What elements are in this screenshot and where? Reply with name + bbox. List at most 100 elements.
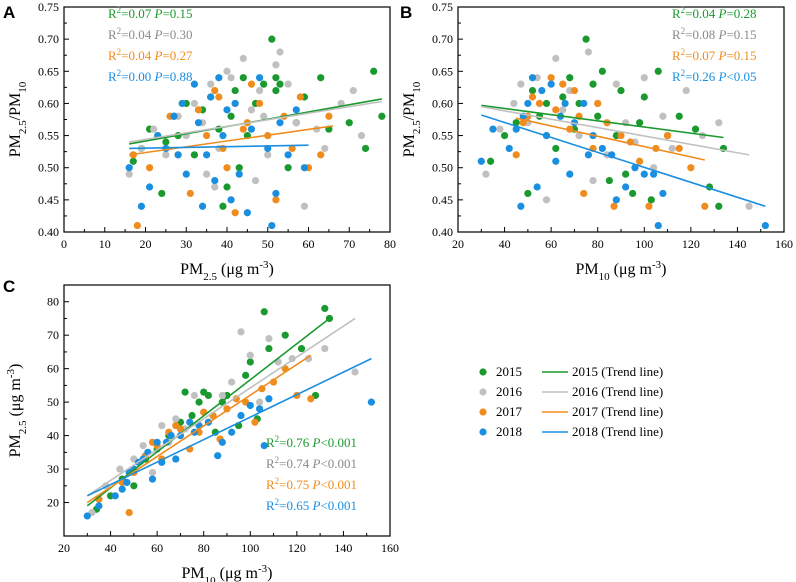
point-2017 xyxy=(232,395,240,403)
point-2015 xyxy=(629,189,637,198)
point-2015 xyxy=(268,35,276,43)
point-2016 xyxy=(552,54,560,63)
point-2017 xyxy=(247,80,256,88)
point-2017 xyxy=(636,157,644,165)
x-tick-label: 120 xyxy=(288,541,306,555)
y-tick-label: 30 xyxy=(47,462,59,476)
point-2015 xyxy=(272,74,280,82)
point-2017 xyxy=(223,405,231,413)
point-2018 xyxy=(223,106,231,114)
x-tick-label: 0 xyxy=(61,237,67,251)
point-2015 xyxy=(715,202,723,210)
point-2015 xyxy=(370,67,378,75)
trend-line-2017 xyxy=(129,125,334,156)
point-2018 xyxy=(137,202,146,210)
point-2018 xyxy=(218,438,226,446)
y-tick-label: 20 xyxy=(47,496,59,510)
point-2017 xyxy=(663,131,672,140)
point-2018 xyxy=(203,151,211,159)
x-axis-label-c: PM10 (μg m-3) xyxy=(182,563,273,582)
point-2016 xyxy=(237,328,245,336)
point-2015 xyxy=(361,144,370,153)
point-2015 xyxy=(223,183,231,191)
y-tick-label: 0.70 xyxy=(38,32,59,46)
panel-letter-a: A xyxy=(3,3,15,22)
panel-letter-c: C xyxy=(3,277,15,296)
panel-c: C 20 40 60 80 100 120 140 160 20 30 40 50 60 70 80 PM10… xyxy=(3,277,399,582)
x-tick-label: 80 xyxy=(592,237,604,251)
point-2015 xyxy=(487,157,495,165)
point-2018 xyxy=(265,395,273,403)
legend-marker-2016 xyxy=(479,388,487,396)
point-2015 xyxy=(559,93,567,101)
y-axis-label-c: PM2.5 (μg m-3) xyxy=(5,364,29,458)
point-2015 xyxy=(512,119,520,127)
point-2016 xyxy=(304,355,313,363)
point-2016 xyxy=(668,144,676,153)
y-tick-label: 0.50 xyxy=(38,161,59,175)
point-2015 xyxy=(129,157,137,165)
point-2017 xyxy=(251,418,259,426)
point-2016 xyxy=(589,176,597,185)
point-2015 xyxy=(235,164,243,172)
point-2018 xyxy=(111,492,119,500)
point-2018 xyxy=(584,151,593,159)
trend-line-2018 xyxy=(129,144,309,150)
point-2015 xyxy=(272,86,280,95)
y-tick-label: 0.45 xyxy=(38,193,59,207)
point-2017 xyxy=(231,209,239,217)
y-tick-label: 0.40 xyxy=(38,225,59,239)
point-2015 xyxy=(265,344,273,353)
legend-line-label-2017: 2017 (Trend line) xyxy=(572,404,663,419)
point-2015 xyxy=(647,196,655,204)
point-2015 xyxy=(242,371,250,379)
point-2018 xyxy=(215,74,223,82)
point-2016 xyxy=(239,54,247,63)
x-tick-label: 40 xyxy=(221,237,233,251)
point-2018 xyxy=(167,432,175,440)
x-tick-label: 120 xyxy=(682,237,700,251)
point-2016 xyxy=(256,86,264,95)
point-2017 xyxy=(223,164,231,172)
point-2015 xyxy=(239,74,247,82)
point-2015 xyxy=(524,189,532,198)
point-2015 xyxy=(321,304,329,313)
point-2018 xyxy=(580,99,588,108)
point-2017 xyxy=(610,202,618,210)
stat-2017: R2=0.75 P<0.001 xyxy=(266,476,357,492)
point-2017 xyxy=(547,74,555,82)
point-2017 xyxy=(133,221,141,230)
point-2016 xyxy=(584,48,593,56)
point-2018 xyxy=(650,170,658,178)
point-2018 xyxy=(211,176,219,185)
point-2018 xyxy=(118,485,126,493)
point-2015 xyxy=(605,176,613,185)
trend-line-2016 xyxy=(481,105,750,156)
point-2017 xyxy=(256,99,264,108)
point-2016 xyxy=(251,176,260,185)
y-tick-label: 0.40 xyxy=(432,225,453,239)
legend-line-label-2018: 2018 (Trend line) xyxy=(572,424,663,439)
y-tick-label: 60 xyxy=(47,362,59,376)
point-2018 xyxy=(246,401,254,410)
point-2018 xyxy=(505,144,513,153)
stat-2016: R2=0.04 P=0.30 xyxy=(108,26,193,42)
point-2016 xyxy=(203,170,211,178)
point-2015 xyxy=(281,331,289,339)
stat-2017: R2=0.04 P=0.27 xyxy=(108,47,193,63)
point-2018 xyxy=(538,86,546,95)
point-2016 xyxy=(218,391,226,400)
y-tick-label: 80 xyxy=(47,295,59,309)
point-2016 xyxy=(223,67,231,75)
point-2017 xyxy=(687,164,695,172)
point-2016 xyxy=(158,421,166,430)
point-2017 xyxy=(288,144,296,153)
point-2015 xyxy=(617,86,625,95)
trend-line-2015 xyxy=(481,104,724,139)
point-2016 xyxy=(482,170,490,178)
trend-line-2016 xyxy=(129,100,382,143)
point-2017 xyxy=(512,151,520,159)
point-2017 xyxy=(617,131,625,140)
x-tick-label: 160 xyxy=(775,237,793,251)
point-2016 xyxy=(682,86,690,95)
